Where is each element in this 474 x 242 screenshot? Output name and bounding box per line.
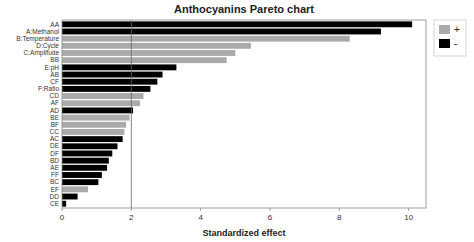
bar — [62, 179, 98, 185]
category-label: CF — [50, 78, 59, 85]
bar — [62, 158, 109, 164]
x-tick-label: 8 — [337, 213, 342, 222]
category-label: FF — [51, 171, 59, 178]
bar — [62, 43, 251, 49]
category-label: BE — [50, 114, 59, 121]
bar — [62, 151, 112, 157]
bar — [62, 122, 126, 128]
category-label: AF — [51, 99, 59, 106]
x-tick-label: 10 — [404, 213, 413, 222]
x-tick-label: 4 — [198, 213, 203, 222]
bar — [62, 107, 133, 113]
category-label: DE — [50, 142, 60, 149]
bar — [62, 186, 88, 192]
category-label: BC — [50, 178, 59, 185]
x-tick — [270, 208, 271, 211]
bar — [62, 50, 235, 56]
category-label: AC — [50, 135, 59, 142]
x-tick — [62, 208, 63, 211]
category-label: CE — [50, 200, 60, 207]
bar — [62, 194, 78, 200]
title: Anthocyanins Pareto chart — [174, 3, 314, 15]
x-tick — [131, 208, 132, 211]
category-label: CD — [50, 92, 60, 99]
bar — [62, 201, 66, 207]
legend-label: + — [454, 24, 460, 35]
bar — [62, 36, 350, 42]
bar — [62, 136, 123, 142]
x-tick-label: 2 — [129, 213, 134, 222]
bar — [62, 79, 157, 85]
bar — [62, 129, 124, 135]
x-tick — [408, 208, 409, 211]
category-label: BB — [50, 56, 59, 63]
legend: +- — [434, 20, 466, 56]
bar — [62, 29, 381, 35]
category-label: BF — [51, 121, 59, 128]
bar — [62, 21, 412, 27]
category-label: A:Methanol — [26, 28, 59, 35]
x-axis-label: Standardized effect — [202, 228, 285, 238]
bar — [62, 57, 227, 63]
category-label: AD — [50, 107, 59, 114]
bar — [62, 115, 130, 121]
category-label: EF — [51, 186, 59, 193]
legend-swatch — [439, 39, 450, 48]
x-tick — [200, 208, 201, 211]
category-label: DD — [50, 193, 60, 200]
category-label: AB — [50, 71, 59, 78]
category-label: BD — [50, 157, 59, 164]
legend-swatch — [439, 25, 450, 34]
category-label: F:Ratio — [38, 85, 59, 92]
x-tick — [339, 208, 340, 211]
bars — [62, 20, 412, 208]
legend-label: - — [454, 38, 457, 49]
bar — [62, 72, 163, 78]
category-label: AE — [50, 164, 59, 171]
reference-line — [131, 20, 132, 208]
category-label: AA — [50, 21, 59, 28]
category-label: CC — [50, 128, 60, 135]
bar — [62, 86, 150, 92]
bar — [62, 143, 117, 149]
bar — [62, 165, 107, 171]
legend-frame — [434, 20, 466, 56]
bar — [62, 172, 102, 178]
plot-frame — [62, 20, 426, 208]
x-tick-label: 0 — [60, 213, 65, 222]
bar — [62, 100, 140, 106]
chart: Anthocyanins Pareto chartAAA:MethanolB:T… — [0, 0, 474, 242]
category-label: DF — [50, 150, 59, 157]
bar — [62, 64, 176, 70]
x-tick-label: 6 — [268, 213, 273, 222]
